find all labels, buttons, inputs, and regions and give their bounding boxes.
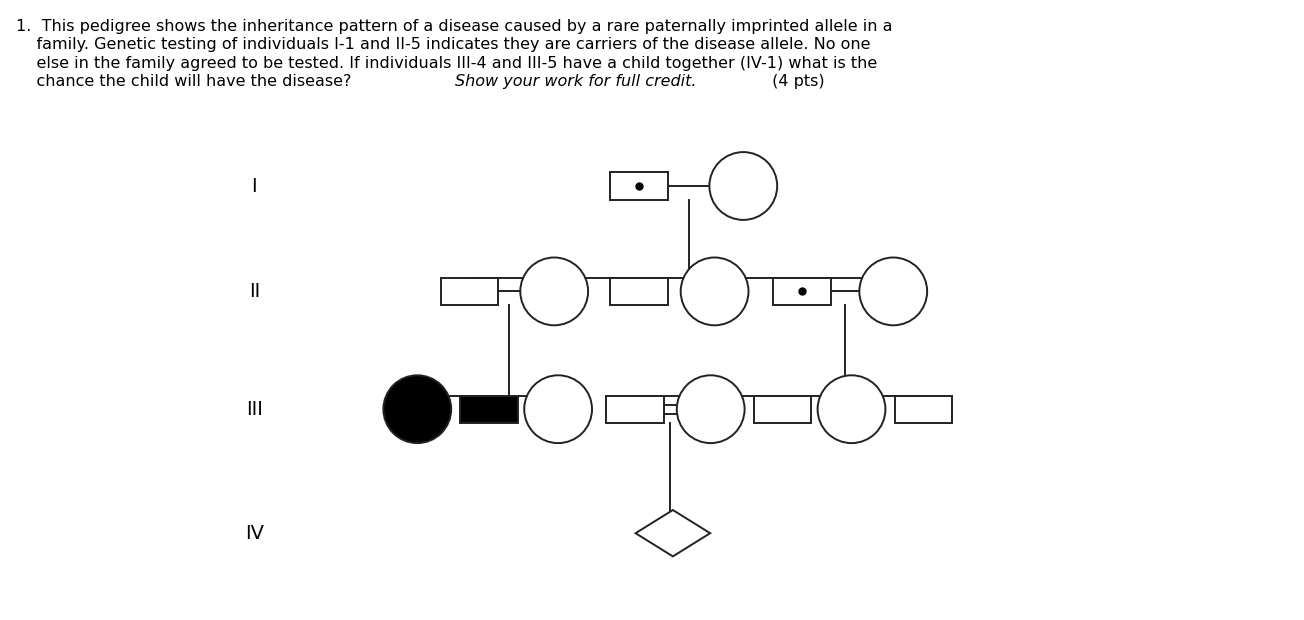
Bar (895, 396, 952, 423)
Text: Show your work for full credit.: Show your work for full credit. (455, 74, 696, 89)
Bar (610, 172, 668, 200)
Polygon shape (635, 510, 711, 556)
Bar (441, 278, 498, 305)
Bar (460, 396, 518, 423)
Ellipse shape (677, 375, 745, 443)
Text: IV: IV (245, 524, 263, 542)
Ellipse shape (859, 257, 927, 326)
Ellipse shape (524, 375, 592, 443)
Bar (610, 278, 668, 305)
Text: (4 pts): (4 pts) (767, 74, 824, 89)
Bar (773, 278, 831, 305)
Text: I: I (252, 177, 257, 195)
Text: III: III (246, 400, 262, 419)
Ellipse shape (383, 375, 451, 443)
Text: II: II (249, 282, 259, 301)
Text: chance the child will have the disease?: chance the child will have the disease? (16, 74, 356, 89)
Bar (606, 396, 664, 423)
Ellipse shape (520, 257, 588, 326)
Text: family. Genetic testing of individuals I-1 and II-5 indicates they are carriers : family. Genetic testing of individuals I… (16, 37, 870, 52)
Text: 1.  This pedigree shows the inheritance pattern of a disease caused by a rare pa: 1. This pedigree shows the inheritance p… (16, 19, 892, 33)
Ellipse shape (818, 375, 885, 443)
Ellipse shape (709, 152, 777, 220)
Text: else in the family agreed to be tested. If individuals III-4 and III-5 have a ch: else in the family agreed to be tested. … (16, 56, 876, 71)
Bar (754, 396, 811, 423)
Ellipse shape (681, 257, 748, 326)
